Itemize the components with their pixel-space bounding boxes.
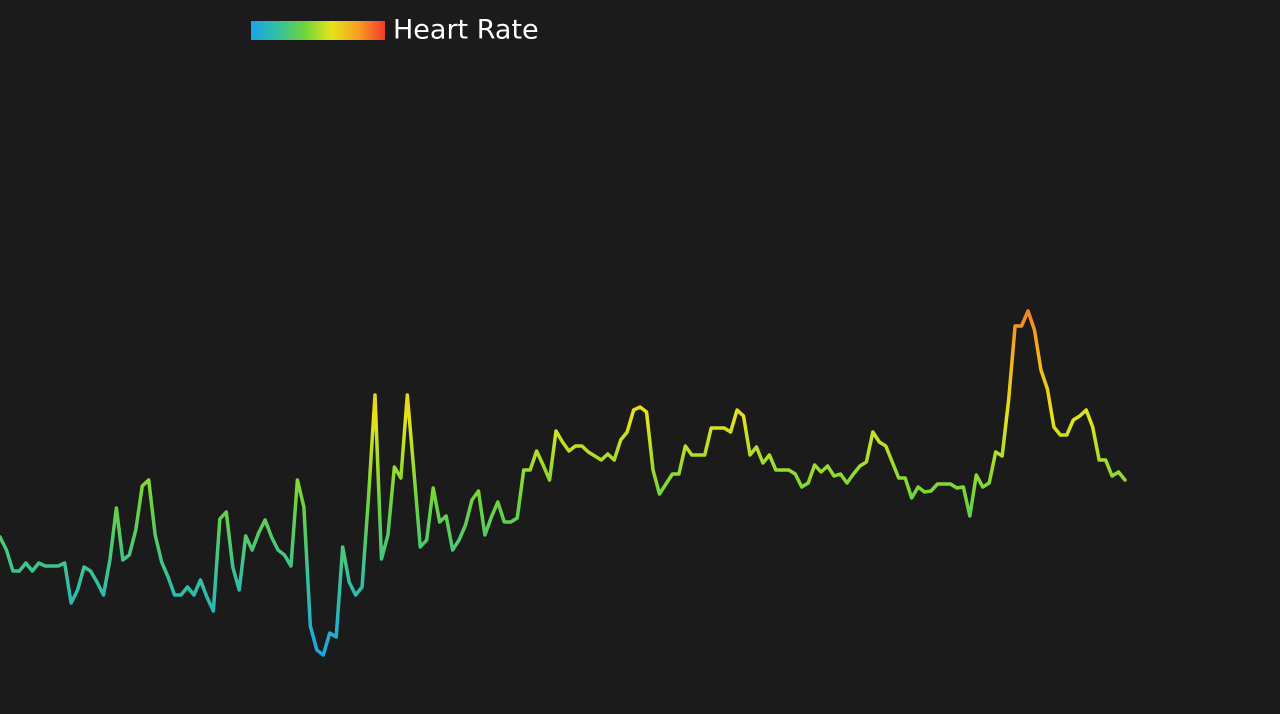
heart-rate-line <box>0 309 1127 657</box>
legend-colorbar <box>251 21 385 40</box>
legend-label: Heart Rate <box>393 15 539 46</box>
